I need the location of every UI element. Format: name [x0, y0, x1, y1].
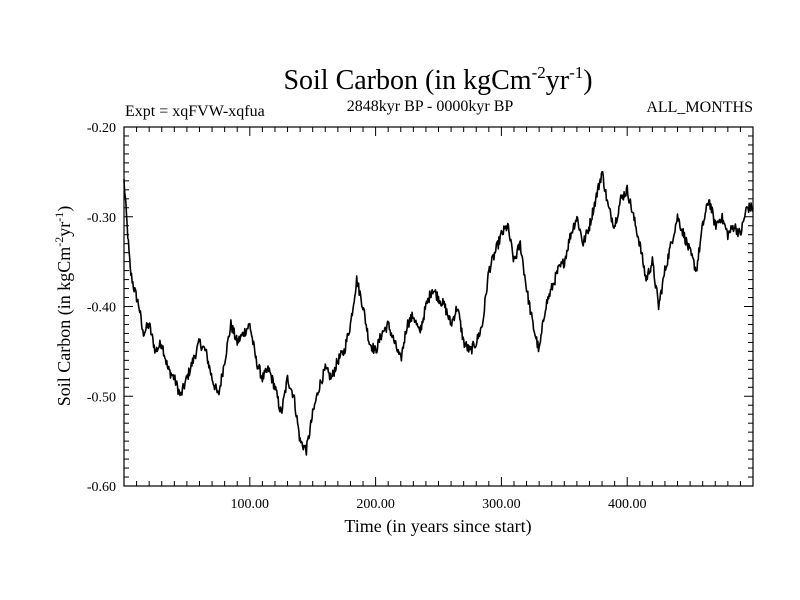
y-tick-label: -0.50: [87, 390, 116, 405]
x-tick-label: 100.00: [231, 497, 270, 512]
series-line-soil-carbon: [123, 171, 754, 456]
y-tick-label: -0.40: [87, 301, 116, 316]
chart-title: Soil Carbon (in kgCm-2yr-1): [283, 63, 592, 96]
subtitle-experiment: Expt = xqFVW-xqfua: [125, 103, 265, 120]
y-axis-label: Soil Carbon (in kgCm-2yr-1): [52, 206, 75, 407]
x-axis-label: Time (in years since start): [344, 516, 531, 537]
x-tick-label: 400.00: [608, 497, 647, 512]
y-tick-label: -0.60: [87, 480, 116, 495]
subtitle-period: 2848kyr BP - 0000kyr BP: [347, 98, 514, 115]
y-tick-label: -0.30: [87, 211, 116, 226]
x-tick-label: 200.00: [356, 497, 395, 512]
y-tick-label: -0.20: [87, 121, 116, 136]
x-axis: 100.00 200.00 300.00 400.00: [136, 127, 741, 512]
x-tick-label: 300.00: [482, 497, 521, 512]
y-axis: -0.60 -0.50 -0.40 -0.30 -0.20: [87, 121, 753, 495]
subtitle-months: ALL_MONTHS: [646, 99, 753, 116]
